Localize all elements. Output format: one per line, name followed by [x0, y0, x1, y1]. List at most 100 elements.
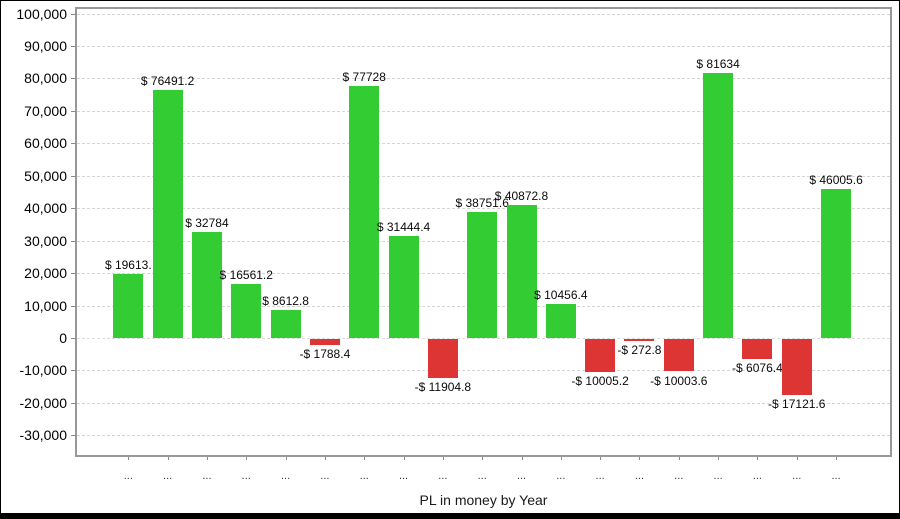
- x-axis-tick-label: ...: [556, 470, 566, 482]
- x-axis-tick: [836, 457, 838, 460]
- y-axis-tick-label: 20,000: [24, 265, 67, 282]
- y-axis-tick-label: 60,000: [24, 135, 67, 152]
- y-axis-tick: [71, 338, 76, 340]
- zero-gridline: [77, 338, 890, 340]
- y-gridline: [77, 402, 890, 404]
- bar-negative: [663, 339, 694, 372]
- x-axis-tick: [167, 457, 169, 460]
- bar-negative: [624, 339, 655, 342]
- x-axis-tick-label: ...: [320, 470, 330, 482]
- y-axis-tick: [71, 110, 76, 112]
- bar-positive: [191, 231, 222, 339]
- bar-value-label: $ 19613.: [104, 258, 152, 273]
- bar-positive: [506, 205, 537, 339]
- y-axis-tick: [71, 305, 76, 307]
- x-axis-tick-label: ...: [752, 470, 762, 482]
- y-axis-tick: [71, 273, 76, 275]
- x-axis-tick-label: ...: [516, 470, 527, 482]
- x-axis-tick-label: ...: [477, 470, 487, 482]
- bar-positive: [467, 212, 498, 339]
- bar-value-label: $ 31444.4: [376, 219, 431, 234]
- bar-negative: [781, 339, 812, 395]
- bar-value-label: $ 10456.4: [534, 288, 588, 303]
- y-axis-tick: [71, 13, 76, 15]
- x-axis-tick: [718, 457, 720, 460]
- x-axis-tick-label: ...: [123, 470, 133, 482]
- x-axis-tick: [639, 457, 641, 460]
- y-axis-tick-label: 0: [59, 330, 67, 347]
- y-gridline: [77, 45, 890, 47]
- y-axis-tick-label: 30,000: [24, 232, 67, 249]
- y-gridline: [77, 78, 890, 80]
- y-axis-tick-label: 70,000: [24, 102, 67, 119]
- y-axis-tick: [71, 402, 76, 404]
- x-axis-tick-label: ...: [398, 470, 409, 482]
- bar-value-label: -$ 10003.6: [650, 373, 708, 388]
- x-axis-tick: [364, 457, 366, 460]
- bar-value-label: $ 8612.8: [262, 294, 309, 309]
- x-axis-tick-label: ...: [241, 470, 251, 482]
- x-axis-tick-label: ...: [359, 470, 369, 482]
- x-axis-tick-label: ...: [202, 470, 212, 482]
- bar-value-label: -$ 10005.2: [571, 373, 629, 388]
- bar-positive: [113, 274, 144, 339]
- x-axis-tick-label: ...: [280, 470, 291, 482]
- plot-area: [75, 7, 892, 457]
- bar-positive: [545, 304, 576, 339]
- x-axis-tick-label: ...: [634, 470, 645, 482]
- y-gridline: [77, 110, 890, 112]
- x-axis-tick-label: ...: [674, 470, 684, 482]
- x-axis-tick-label: ...: [831, 470, 841, 482]
- x-axis-tick-label: ...: [595, 470, 605, 482]
- y-gridline: [77, 143, 890, 145]
- y-axis-tick-label: -10,000: [19, 362, 67, 379]
- x-axis-tick: [246, 457, 248, 460]
- y-axis-tick-label: -30,000: [19, 427, 67, 444]
- y-gridline: [77, 370, 890, 372]
- x-axis-tick-label: ...: [163, 470, 173, 482]
- x-axis-tick: [128, 457, 130, 460]
- bar-value-label: $ 38751.6: [455, 196, 509, 211]
- x-axis-tick: [757, 457, 759, 460]
- x-axis-tick: [482, 457, 484, 460]
- y-axis-tick: [71, 435, 76, 437]
- x-axis-tick: [600, 457, 602, 460]
- bar-value-label: $ 40872.8: [494, 189, 549, 204]
- y-axis-tick-label: 90,000: [24, 37, 67, 54]
- bar-value-label: -$ 17121.6: [768, 396, 826, 411]
- y-axis-tick: [71, 240, 76, 242]
- bar-positive: [270, 310, 301, 339]
- y-axis-tick-label: 100,000: [16, 5, 67, 22]
- bar-negative: [427, 339, 458, 378]
- x-axis-tick-label: ...: [792, 470, 802, 482]
- y-axis-tick-label: 10,000: [24, 297, 67, 314]
- x-axis-tick: [560, 457, 562, 460]
- bar-value-label: $ 81634: [696, 57, 740, 72]
- y-axis-tick-label: 80,000: [24, 70, 67, 87]
- y-gridline: [77, 175, 890, 177]
- bar-positive: [821, 188, 852, 339]
- y-gridline: [77, 435, 890, 437]
- bar-negative: [585, 339, 616, 372]
- x-axis-tick: [206, 457, 208, 460]
- x-axis-tick: [796, 457, 798, 460]
- x-axis-tick-label: ...: [438, 470, 448, 482]
- window-bottom-edge: [1, 513, 899, 518]
- bar-positive: [231, 284, 262, 339]
- bar-positive: [388, 235, 419, 339]
- y-gridline: [77, 208, 890, 210]
- bar-value-label: $ 77728: [342, 69, 386, 84]
- x-axis-tick: [521, 457, 523, 460]
- y-axis-tick: [71, 370, 76, 372]
- bar-positive: [152, 89, 183, 339]
- bar-negative: [309, 339, 340, 345]
- bar-positive: [349, 85, 380, 339]
- bar-value-label: $ 16561.2: [219, 268, 273, 283]
- bar-value-label: -$ 11904.8: [414, 379, 472, 394]
- y-axis-tick-label: -20,000: [19, 394, 67, 411]
- bar-value-label: -$ 272.8: [617, 343, 662, 358]
- y-axis-tick: [71, 175, 76, 177]
- y-axis-tick: [71, 208, 76, 210]
- bar-value-label: -$ 6076.4: [732, 360, 783, 375]
